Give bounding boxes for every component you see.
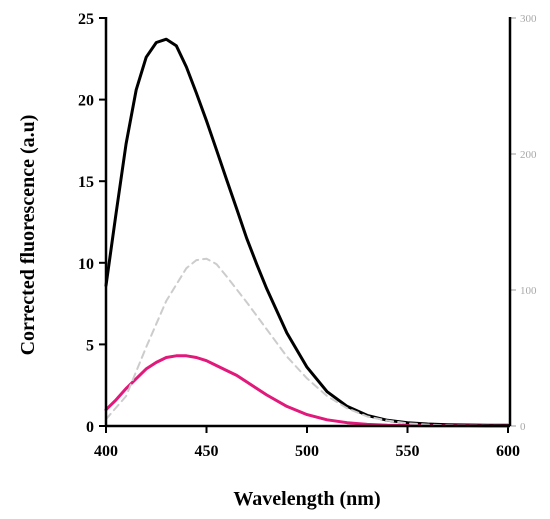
bottom-tick-label: 450	[195, 443, 219, 460]
left-tick-label: 20	[78, 93, 94, 110]
left-tick-label: 0	[86, 419, 94, 436]
bottom-tick-label: 500	[295, 443, 319, 460]
series-line-3	[105, 257, 509, 427]
right-tick-label: 100	[520, 285, 537, 297]
left-tick-label: 5	[86, 337, 94, 354]
axes-layer	[104, 17, 512, 428]
right-tick-label: 200	[520, 149, 537, 161]
bottom-tick-label: 600	[496, 443, 520, 460]
bottom-tick-label: 550	[396, 443, 420, 460]
left-axis-ticks: 0 5 10 15 20 25	[78, 11, 106, 436]
right-tick-label: 0	[520, 421, 526, 433]
right-tick-label: 300	[520, 13, 537, 25]
left-tick-label: 15	[78, 174, 94, 191]
left-tick-label: 25	[78, 11, 94, 28]
right-axis-ticks: 0 100 200 300	[510, 13, 537, 433]
bottom-tick-label: 400	[94, 443, 118, 460]
x-axis-title: Wavelength (nm)	[233, 488, 380, 510]
left-tick-label: 10	[78, 256, 94, 273]
series-line-1	[104, 37, 510, 427]
series-layer	[104, 37, 510, 428]
y-axis-title: Corrected fluorescence (a.u)	[17, 115, 39, 356]
bottom-axis-ticks: 400 450 500 550 600	[94, 426, 520, 460]
